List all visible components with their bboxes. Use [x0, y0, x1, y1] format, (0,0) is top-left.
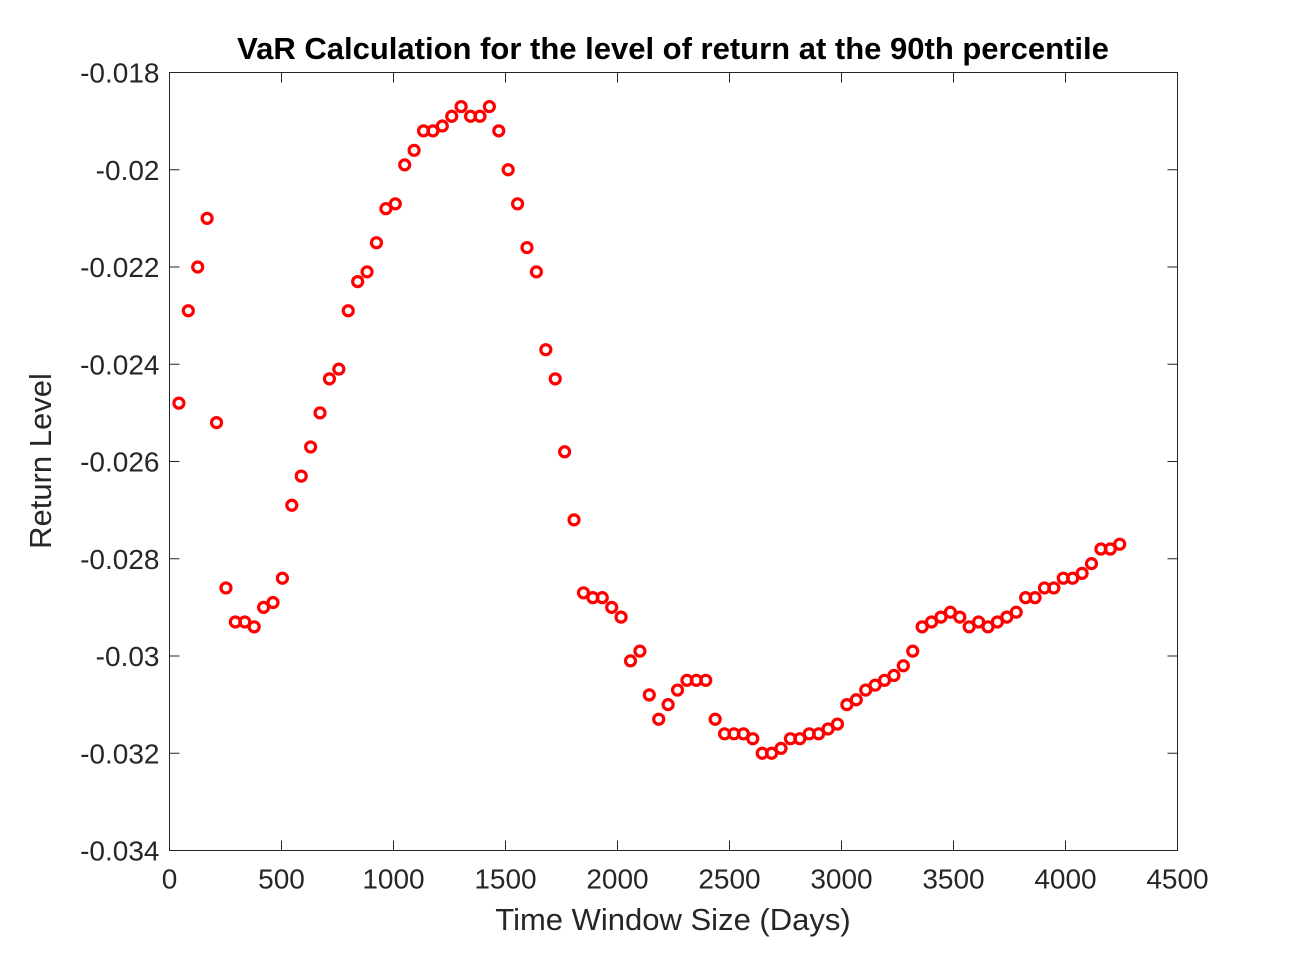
data-point: [699, 673, 713, 687]
data-point: [492, 124, 506, 138]
data-point: [1084, 557, 1099, 571]
data-point: [633, 644, 647, 658]
x-tick-label: 500: [258, 864, 305, 895]
y-axis-label: Return Level: [23, 373, 58, 549]
x-tick-label: 3000: [810, 864, 872, 895]
data-point: [1113, 537, 1127, 551]
data-point: [652, 712, 666, 726]
data-point: [529, 265, 544, 279]
y-tick-label: -0.028: [80, 544, 159, 575]
data-point: [398, 158, 412, 172]
y-tick-label: -0.022: [80, 252, 159, 283]
data-point: [454, 99, 468, 114]
data-point: [1009, 605, 1023, 619]
data-point: [642, 688, 656, 702]
data-point: [266, 595, 280, 610]
data-point: [539, 343, 553, 357]
x-tick-label: 2500: [698, 864, 760, 895]
x-axis: 0 500 1000 1500 2000 2500 3000 3500 4000 4500: [162, 72, 1209, 895]
data-point: [275, 571, 289, 585]
data-point: [830, 717, 845, 731]
data-series: [172, 99, 1127, 760]
chart-title: VaR Calculation for the level of return …: [237, 31, 1109, 66]
data-point: [661, 698, 675, 712]
data-point: [623, 654, 638, 668]
data-point: [191, 260, 205, 274]
data-point: [1028, 591, 1042, 605]
data-point: [360, 265, 374, 279]
data-point: [445, 109, 459, 123]
y-tick-label: -0.034: [80, 836, 159, 867]
y-tick-label: -0.032: [80, 738, 159, 769]
data-point: [209, 416, 224, 430]
y-tick-label: -0.018: [80, 58, 159, 89]
data-point: [746, 732, 760, 746]
data-point: [200, 211, 214, 225]
data-point: [172, 396, 186, 410]
data-point: [896, 659, 910, 673]
y-tick-label: -0.024: [80, 349, 159, 380]
data-point: [774, 741, 788, 755]
x-tick-label: 3500: [922, 864, 984, 895]
y-tick-label: -0.026: [80, 447, 159, 478]
data-point: [388, 197, 402, 211]
data-point: [520, 240, 534, 255]
data-point: [548, 372, 562, 386]
y-axis: -0.034 -0.032 -0.03 -0.028 -0.026 -0.024 -0.02…: [80, 58, 1178, 867]
data-point: [887, 668, 901, 683]
data-point: [482, 99, 496, 114]
data-point: [369, 236, 384, 250]
x-tick-label: 4500: [1146, 864, 1208, 895]
data-point: [849, 693, 863, 707]
data-point: [510, 197, 525, 211]
data-point: [351, 274, 365, 289]
data-point: [313, 406, 327, 420]
data-point: [670, 683, 685, 697]
data-point: [407, 143, 421, 157]
data-point: [501, 163, 515, 177]
data-point: [953, 610, 967, 624]
x-axis-label: Time Window Size (Days): [495, 902, 850, 937]
x-tick-label: 2000: [586, 864, 648, 895]
data-point: [332, 362, 346, 376]
data-point: [304, 440, 318, 454]
data-point: [322, 372, 337, 386]
x-tick-label: 4000: [1034, 864, 1096, 895]
data-point: [341, 304, 355, 318]
data-point: [614, 610, 628, 624]
data-point: [558, 445, 572, 459]
data-point: [605, 600, 619, 614]
data-point: [708, 712, 722, 726]
x-tick-label: 1500: [474, 864, 536, 895]
data-point: [1047, 581, 1061, 595]
x-tick-label: 1000: [362, 864, 424, 895]
y-tick-label: -0.03: [96, 641, 160, 672]
data-point: [906, 644, 920, 658]
data-point: [247, 620, 261, 634]
data-point: [595, 591, 609, 605]
data-point: [1075, 566, 1089, 580]
data-point: [567, 513, 581, 527]
data-point: [181, 304, 195, 318]
data-point: [219, 581, 233, 595]
data-point: [285, 498, 299, 512]
x-tick-label: 0: [162, 864, 178, 895]
data-point: [473, 109, 487, 123]
data-point: [294, 469, 308, 483]
y-tick-label: -0.02: [96, 155, 160, 186]
data-point: [435, 119, 449, 133]
